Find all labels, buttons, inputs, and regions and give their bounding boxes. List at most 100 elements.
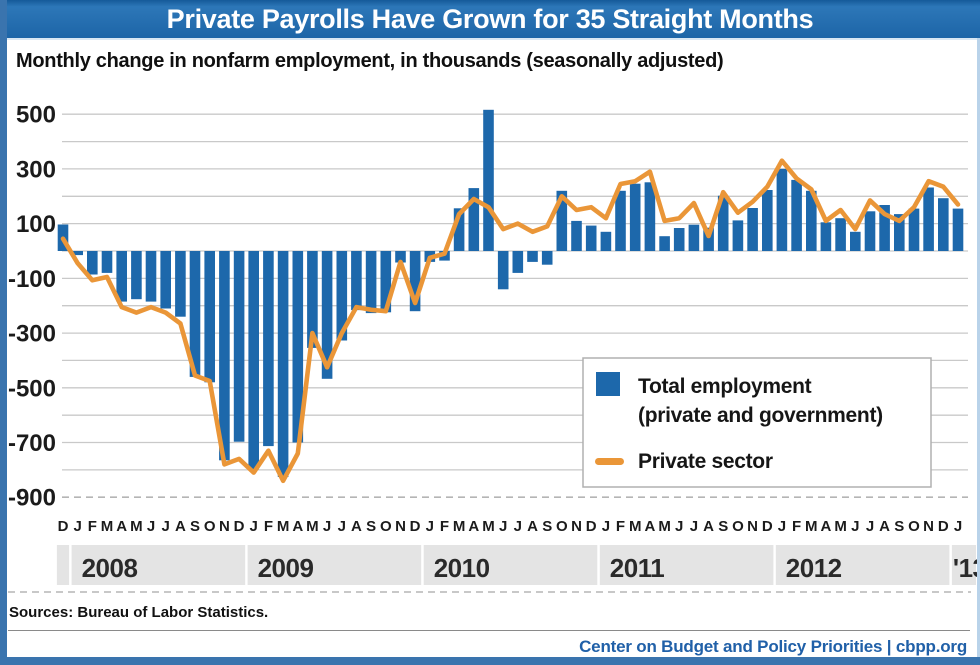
bar: [776, 168, 788, 251]
y-axis-label: 100: [16, 211, 56, 238]
month-label: A: [351, 518, 362, 535]
bar: [541, 251, 553, 265]
sources-note: Sources: Bureau of Labor Statistics.: [9, 604, 269, 621]
bar: [248, 251, 259, 470]
year-band: [775, 545, 950, 585]
month-label: M: [453, 518, 466, 535]
year-band: [56, 545, 70, 585]
month-label: M: [482, 518, 495, 535]
month-label: S: [366, 518, 376, 535]
bar: [688, 224, 700, 251]
year-bands: 2008 2009 2010 2011 2012 '13: [56, 545, 980, 585]
month-label: M: [629, 518, 642, 535]
month-label: J: [954, 518, 962, 535]
bars-total-employment: [57, 109, 964, 477]
bar: [395, 251, 406, 263]
month-label: A: [703, 518, 714, 535]
month-label: N: [219, 518, 230, 535]
bar: [512, 251, 524, 273]
bar: [321, 251, 333, 379]
bar: [673, 228, 685, 251]
month-label: S: [190, 518, 200, 535]
month-label: J: [323, 518, 331, 535]
month-label: J: [426, 518, 434, 535]
month-label: M: [658, 518, 671, 535]
bar: [923, 187, 934, 251]
month-label: M: [306, 518, 319, 535]
bar: [703, 227, 714, 251]
bar: [87, 251, 98, 275]
legend-line-swatch: [595, 458, 624, 465]
year-band: [423, 545, 598, 585]
bar: [219, 251, 230, 461]
bar: [952, 208, 964, 251]
bar: [453, 208, 465, 251]
month-label: D: [410, 518, 421, 535]
bar: [556, 190, 568, 251]
month-label: J: [690, 518, 698, 535]
title-bar: Private Payrolls Have Grown for 35 Strai…: [0, 0, 980, 40]
bar: [351, 251, 362, 311]
year-band: [599, 545, 774, 585]
bar: [747, 208, 758, 251]
bar: [806, 190, 817, 251]
month-label: J: [866, 518, 874, 535]
bar: [263, 251, 274, 447]
bar: [72, 251, 83, 256]
bar: [380, 251, 392, 313]
bar: [145, 251, 157, 302]
bar: [189, 251, 201, 377]
month-label: F: [440, 518, 449, 535]
bar: [629, 183, 641, 251]
bar: [791, 179, 802, 251]
frame-border-bottom: [0, 657, 980, 665]
bar: [615, 190, 626, 251]
month-label: J: [499, 518, 507, 535]
month-label: S: [542, 518, 552, 535]
month-label: J: [147, 518, 155, 535]
bar: [116, 251, 127, 302]
month-label: A: [175, 518, 186, 535]
year-label: 2011: [610, 553, 664, 583]
bar: [277, 251, 289, 477]
bar: [908, 208, 920, 251]
legend-bar-swatch: [596, 372, 620, 396]
bar: [864, 211, 876, 251]
bar: [483, 109, 494, 251]
month-label: J: [602, 518, 610, 535]
month-label: F: [264, 518, 273, 535]
year-band: [247, 545, 422, 585]
bar: [600, 231, 612, 251]
month-label: J: [514, 518, 522, 535]
month-label: A: [820, 518, 831, 535]
month-label: J: [851, 518, 859, 535]
bar: [101, 251, 113, 273]
legend-label: (private and government): [638, 404, 883, 427]
y-axis-label: -900: [8, 485, 56, 512]
y-axis-label: 300: [16, 156, 56, 183]
month-label: O: [732, 518, 744, 535]
bar: [762, 190, 773, 251]
bar: [644, 182, 656, 251]
bar: [717, 195, 729, 251]
bar: [732, 220, 744, 251]
month-label: A: [879, 518, 890, 535]
month-label: D: [762, 518, 773, 535]
bar: [204, 251, 215, 383]
y-axis-label: -300: [8, 321, 56, 348]
month-label: D: [58, 518, 69, 535]
month-label: N: [395, 518, 406, 535]
bar: [850, 231, 861, 251]
bar: [527, 251, 538, 262]
y-axis-label: -100: [8, 266, 56, 293]
month-label: O: [204, 518, 216, 535]
year-label: '13: [953, 553, 980, 583]
bar: [497, 251, 509, 290]
month-label: J: [74, 518, 82, 535]
month-label: J: [675, 518, 683, 535]
year-band: [951, 545, 976, 585]
month-label: O: [556, 518, 568, 535]
month-label: J: [250, 518, 258, 535]
month-label: M: [834, 518, 847, 535]
